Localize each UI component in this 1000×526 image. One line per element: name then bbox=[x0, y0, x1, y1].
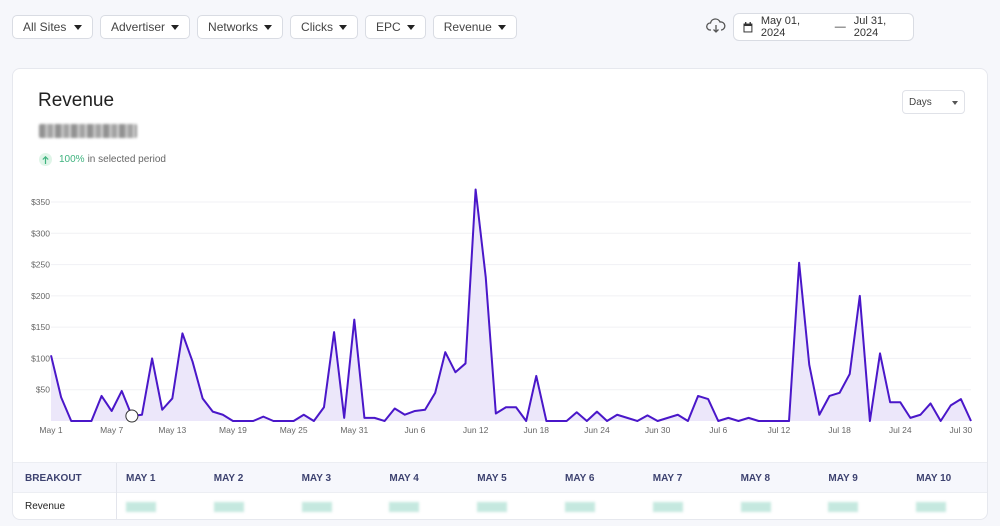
breakout-column-header: MAY 6 bbox=[565, 473, 595, 484]
date-separator: — bbox=[834, 21, 846, 33]
filter-bar: All Sites Advertiser Networks Clicks EPC… bbox=[12, 15, 517, 39]
x-tick-label: May 19 bbox=[219, 425, 247, 435]
x-tick-label: May 31 bbox=[340, 425, 368, 435]
caret-down-icon bbox=[171, 24, 180, 30]
breakout-column-header: MAY 5 bbox=[477, 473, 507, 484]
hover-point bbox=[125, 409, 139, 423]
y-tick-label: $100 bbox=[31, 353, 50, 363]
redacted-value-cell bbox=[828, 502, 859, 512]
y-tick-label: $300 bbox=[31, 228, 50, 238]
redacted-value-cell bbox=[565, 502, 595, 512]
redacted-value-cell bbox=[213, 502, 244, 512]
x-tick-label: Jul 6 bbox=[709, 425, 727, 435]
x-tick-label: Jun 12 bbox=[463, 425, 489, 435]
redacted-value-cell bbox=[301, 502, 332, 512]
breakout-column-header: MAY 4 bbox=[389, 473, 419, 484]
redacted-value-cell bbox=[126, 502, 156, 512]
redacted-total-value bbox=[39, 124, 137, 138]
x-tick-label: Jun 30 bbox=[645, 425, 671, 435]
x-tick-label: May 1 bbox=[39, 425, 62, 435]
x-tick-label: May 25 bbox=[280, 425, 308, 435]
area-fill bbox=[51, 189, 971, 421]
divider bbox=[116, 463, 117, 519]
x-tick-label: May 7 bbox=[100, 425, 123, 435]
x-tick-label: Jun 18 bbox=[524, 425, 550, 435]
filter-label: EPC bbox=[376, 20, 401, 34]
breakout-column-header: MAY 1 bbox=[126, 473, 156, 484]
caret-down-icon bbox=[406, 24, 415, 30]
granularity-select[interactable]: Days bbox=[902, 90, 965, 114]
card-title: Revenue bbox=[38, 90, 115, 111]
redacted-value-cell bbox=[477, 502, 508, 512]
breakout-header-label: BREAKOUT bbox=[25, 473, 82, 484]
granularity-value: Days bbox=[909, 96, 932, 108]
revenue-chart: $50 $100 $150 $200 $250 $300 $350 May 1 May 7 May… bbox=[31, 188, 973, 435]
y-tick-label: $200 bbox=[31, 291, 50, 301]
series-line bbox=[50, 188, 972, 422]
breakout-column-header: MAY 2 bbox=[213, 473, 244, 484]
filter-clicks[interactable]: Clicks bbox=[290, 15, 359, 39]
date-start: May 01, 2024 bbox=[760, 15, 801, 39]
breakout-row-label: Revenue bbox=[25, 501, 66, 512]
x-tick-label: Jul 30 bbox=[950, 425, 973, 435]
breakout-header-row bbox=[13, 463, 987, 492]
filter-label: Advertiser bbox=[111, 20, 166, 34]
date-end: Jul 31, 2024 bbox=[853, 15, 887, 39]
breakout-table: BREAKOUT MAY 1 MAY 2 MAY 3 MAY 4 MAY 5 MAY 6 M… bbox=[13, 462, 987, 519]
change-text: in selected period bbox=[87, 154, 166, 165]
caret-down-icon bbox=[497, 24, 506, 30]
filter-label: Clicks bbox=[301, 20, 334, 34]
caret-down-icon bbox=[339, 24, 348, 30]
arrow-up-icon bbox=[39, 153, 52, 166]
redacted-value-cell bbox=[740, 502, 771, 512]
y-tick-label: $150 bbox=[31, 322, 50, 332]
filter-advertiser[interactable]: Advertiser bbox=[100, 15, 191, 39]
breakout-column-header: MAY 9 bbox=[828, 473, 858, 484]
redacted-value-cell bbox=[652, 502, 683, 512]
x-tick-label: Jul 12 bbox=[768, 425, 791, 435]
date-range-picker[interactable]: May 01, 2024 — Jul 31, 2024 bbox=[733, 13, 914, 41]
x-tick-label: Jul 18 bbox=[828, 425, 851, 435]
x-tick-label: Jun 6 bbox=[405, 425, 426, 435]
breakout-column-header: MAY 7 bbox=[652, 473, 683, 484]
change-percent: 100% bbox=[59, 154, 85, 165]
y-tick-label: $50 bbox=[36, 385, 50, 395]
filter-all-sites[interactable]: All Sites bbox=[12, 15, 93, 39]
caret-down-icon bbox=[264, 24, 273, 30]
redacted-value-cell bbox=[916, 502, 947, 512]
filter-label: Networks bbox=[208, 20, 259, 34]
x-tick-label: Jun 24 bbox=[584, 425, 610, 435]
filter-revenue[interactable]: Revenue bbox=[432, 15, 517, 39]
filter-label: All Sites bbox=[23, 20, 67, 34]
divider bbox=[13, 492, 987, 493]
breakout-column-header: MAY 8 bbox=[740, 473, 771, 484]
calendar-icon bbox=[743, 21, 753, 32]
breakout-column-header: MAY 3 bbox=[301, 473, 332, 484]
breakout-column-header: MAY 10 bbox=[916, 473, 952, 484]
x-tick-label: Jul 24 bbox=[889, 425, 912, 435]
revenue-card: Revenue 100% in selected period Days $50… bbox=[12, 68, 988, 520]
x-tick-label: May 13 bbox=[158, 425, 186, 435]
y-tick-label: $250 bbox=[31, 260, 50, 270]
filter-epc[interactable]: EPC bbox=[365, 15, 426, 39]
redacted-value-cell bbox=[389, 502, 420, 512]
caret-down-icon bbox=[952, 101, 958, 105]
caret-down-icon bbox=[74, 24, 82, 30]
change-indicator: 100% in selected period bbox=[39, 153, 166, 166]
filter-label: Revenue bbox=[443, 20, 492, 34]
filter-networks[interactable]: Networks bbox=[197, 15, 284, 39]
y-tick-label: $350 bbox=[31, 197, 50, 207]
cloud-download-icon[interactable] bbox=[706, 18, 726, 34]
